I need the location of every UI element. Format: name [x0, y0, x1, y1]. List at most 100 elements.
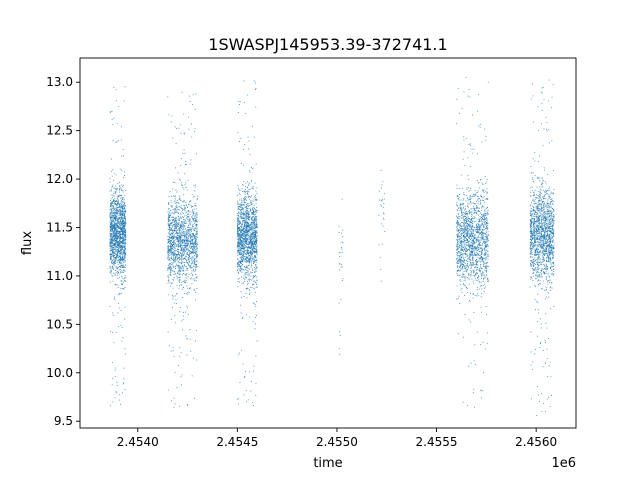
data-point	[188, 250, 190, 252]
data-point	[184, 258, 186, 260]
data-point	[116, 234, 118, 236]
data-point	[191, 283, 193, 285]
data-point	[123, 223, 124, 225]
data-point	[173, 242, 175, 244]
data-point	[111, 210, 113, 212]
data-point	[118, 239, 120, 241]
data-point	[112, 227, 113, 229]
data-point	[255, 220, 257, 222]
data-point	[113, 193, 115, 194]
data-point	[187, 242, 189, 244]
data-point	[124, 244, 126, 246]
data-point	[173, 270, 175, 272]
data-point	[248, 255, 250, 256]
data-point	[185, 258, 186, 260]
data-point	[116, 250, 118, 252]
data-point	[467, 245, 469, 247]
data-point	[117, 268, 119, 269]
data-point	[124, 353, 126, 355]
data-point	[115, 207, 117, 209]
data-point	[113, 298, 115, 300]
data-point	[188, 222, 190, 224]
data-point	[115, 220, 117, 222]
data-point	[194, 215, 196, 217]
data-point	[169, 249, 171, 251]
data-point	[239, 190, 241, 191]
data-point	[238, 277, 240, 279]
data-point	[250, 245, 252, 247]
data-point	[114, 229, 115, 231]
data-point	[118, 246, 120, 248]
data-point	[171, 246, 173, 248]
data-point	[243, 249, 245, 251]
data-point	[249, 227, 251, 229]
data-point	[187, 179, 189, 181]
data-point	[112, 378, 114, 380]
data-point	[119, 234, 121, 235]
data-point	[254, 228, 256, 230]
data-point	[112, 226, 114, 228]
data-point	[110, 213, 111, 215]
data-point	[122, 211, 124, 212]
data-point	[246, 235, 248, 237]
data-point	[190, 229, 192, 231]
data-point	[240, 218, 242, 220]
data-point	[114, 203, 116, 205]
data-point	[118, 230, 120, 232]
data-point	[244, 214, 246, 216]
data-point	[194, 397, 195, 399]
data-point	[247, 223, 249, 225]
data-point	[193, 245, 195, 247]
data-point	[113, 256, 115, 258]
data-point	[187, 404, 188, 406]
data-point	[193, 259, 195, 261]
data-point	[114, 239, 116, 241]
data-point	[246, 257, 248, 259]
data-point	[119, 194, 121, 196]
data-point	[254, 328, 256, 330]
data-point	[196, 277, 198, 278]
data-point	[177, 365, 179, 366]
data-point	[248, 195, 250, 197]
data-point	[123, 223, 125, 224]
data-point	[112, 234, 114, 236]
data-point	[124, 287, 126, 288]
data-point	[192, 241, 194, 243]
data-point	[109, 237, 111, 239]
data-point	[186, 254, 188, 255]
data-point	[115, 224, 117, 226]
data-point	[182, 248, 184, 250]
data-point	[175, 235, 177, 237]
data-point	[180, 199, 182, 201]
data-point	[171, 247, 173, 249]
data-point	[171, 244, 173, 246]
data-point	[178, 267, 180, 269]
data-point	[120, 227, 122, 229]
data-point	[178, 213, 179, 214]
data-point	[172, 188, 174, 190]
data-point	[237, 217, 239, 219]
data-point	[240, 252, 242, 254]
data-point	[248, 237, 250, 239]
data-point	[117, 202, 119, 204]
data-point	[180, 205, 182, 207]
data-point	[254, 211, 256, 213]
data-point	[255, 281, 257, 283]
data-point	[244, 237, 246, 239]
data-point	[109, 233, 111, 235]
data-point	[244, 226, 246, 228]
data-point	[119, 230, 121, 232]
data-point	[180, 242, 182, 244]
data-point	[248, 251, 250, 253]
data-point	[111, 228, 113, 230]
data-point	[181, 184, 182, 186]
data-point	[243, 215, 245, 217]
data-point	[181, 240, 183, 242]
data-point	[187, 255, 189, 257]
data-point	[254, 182, 256, 184]
data-point	[176, 255, 178, 257]
data-point	[112, 230, 114, 232]
data-point	[238, 205, 240, 207]
data-point	[246, 214, 247, 216]
data-point	[240, 240, 242, 242]
